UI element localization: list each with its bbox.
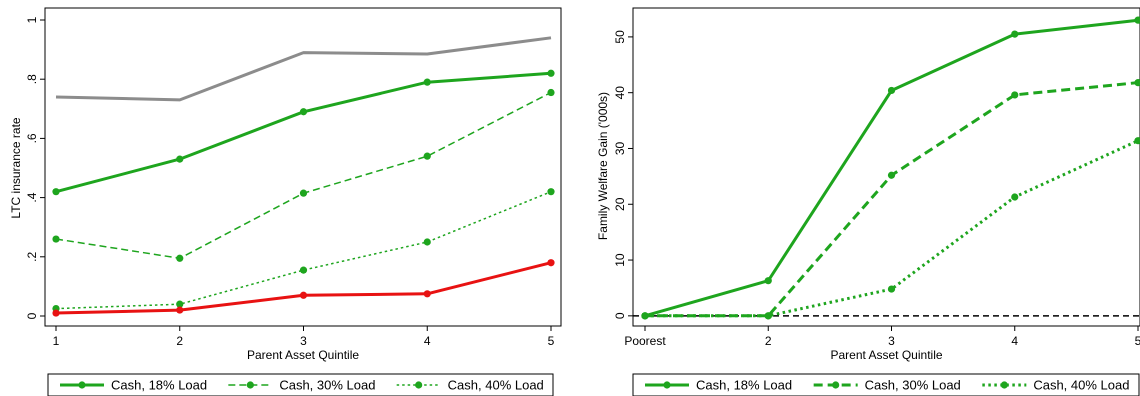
series-2-point — [547, 69, 555, 77]
legend-swatch-marker — [663, 381, 671, 389]
series-line-2 — [55, 71, 552, 194]
y-tick-label: .2 — [25, 251, 39, 261]
series-3-point — [423, 152, 431, 160]
y-tick-label: 40 — [613, 86, 627, 100]
legend-label: Cash, 18% Load — [111, 378, 207, 393]
x-tick-label: 2 — [765, 334, 772, 348]
series-4-point — [299, 266, 308, 274]
x-tick-label: 1 — [53, 334, 60, 348]
series-2-point — [1011, 91, 1019, 99]
x-tick-label: 5 — [548, 334, 555, 348]
series-5-point — [176, 306, 184, 314]
series-4-point — [176, 300, 184, 308]
chart-panel-1: 0 .2 .4 .6 .8 1 1 2 3 4 5 Parent Asset Quintile LTC … — [9, 7, 562, 396]
y-tick-label: .6 — [25, 133, 39, 143]
legend-swatch-marker — [246, 381, 254, 389]
legend-box — [47, 373, 554, 396]
series-3-point — [764, 312, 772, 320]
series-1-point — [887, 86, 896, 95]
y-tick-label: 20 — [613, 197, 627, 211]
x-axis-title: Parent Asset Quintile — [830, 348, 942, 362]
series-5-point — [423, 290, 431, 298]
x-tick-label: 2 — [176, 334, 183, 348]
series-3-point — [1011, 193, 1019, 201]
legend: Cash, 18% Load Cash, 30% Load Cash, 40% Lo… — [632, 373, 1140, 396]
y-tick-label: 30 — [613, 141, 627, 155]
y-axis-title: LTC insurance rate — [9, 117, 23, 218]
series-2-point — [887, 171, 896, 179]
x-tick-label: 4 — [424, 334, 431, 348]
series-1-point — [764, 277, 772, 285]
y-tick-label: 1 — [25, 16, 39, 23]
series-line-3 — [55, 91, 552, 260]
chart-panel-2: 0 10 20 30 40 50 Poorest 2 3 4 5 Parent Asset Quint… — [596, 7, 1140, 396]
y-tick-label: .4 — [25, 192, 39, 202]
series-3-point — [52, 235, 60, 243]
series-5-point — [547, 259, 555, 267]
legend-label: Cash, 40% Load — [448, 378, 544, 393]
series-5-point — [299, 291, 308, 299]
series-line-2 — [645, 81, 1139, 318]
series-3-point — [887, 285, 896, 293]
x-tick-label: 4 — [1011, 334, 1018, 348]
series-line-4 — [55, 191, 552, 310]
series-2-point — [1134, 79, 1140, 87]
legend-swatch-marker — [832, 381, 840, 389]
series-2-point — [423, 78, 431, 86]
legend: Cash, 18% Load Cash, 30% Load Cash, 40% Lo… — [47, 373, 554, 396]
x-tick-label: 5 — [1135, 334, 1140, 348]
y-axis-title: Family Welfare Gain ('000s) — [596, 92, 610, 240]
legend-label: Cash, 30% Load — [865, 378, 961, 393]
x-tick-label: 3 — [300, 334, 307, 348]
legend-swatch-marker — [1000, 381, 1008, 389]
series-3-point — [547, 88, 555, 97]
plot-frame — [632, 7, 1140, 327]
series-line-1 — [55, 36, 552, 102]
series-1-point — [1134, 16, 1140, 24]
series-5-point — [52, 309, 60, 317]
x-tick-label: Poorest — [624, 334, 666, 348]
x-tick-label: 3 — [888, 334, 895, 348]
series-3-point — [176, 254, 184, 262]
series-2-point — [299, 108, 308, 116]
legend-label: Cash, 18% Load — [696, 378, 792, 393]
legend-swatch-marker — [415, 381, 423, 389]
series-4-point — [423, 238, 431, 246]
y-tick-label: 0 — [613, 312, 627, 319]
legend-label: Cash, 30% Load — [279, 378, 375, 393]
x-axis-title: Parent Asset Quintile — [247, 348, 359, 362]
series-1-point — [1011, 30, 1019, 38]
y-tick-label: 0 — [25, 312, 39, 319]
series-3-point — [299, 189, 308, 197]
series-2-point — [52, 188, 60, 196]
series-2-point — [176, 155, 184, 163]
y-tick-label: 50 — [613, 30, 627, 44]
legend-box — [632, 373, 1140, 396]
legend-swatch-marker — [78, 381, 86, 389]
series-line-1 — [644, 18, 1139, 318]
series-3-point — [641, 312, 649, 320]
y-tick-label: .8 — [25, 74, 39, 84]
series-3-point — [1134, 137, 1140, 145]
y-tick-label: 10 — [613, 253, 627, 267]
series-4-point — [547, 188, 555, 196]
legend-label: Cash, 40% Load — [1033, 378, 1129, 393]
